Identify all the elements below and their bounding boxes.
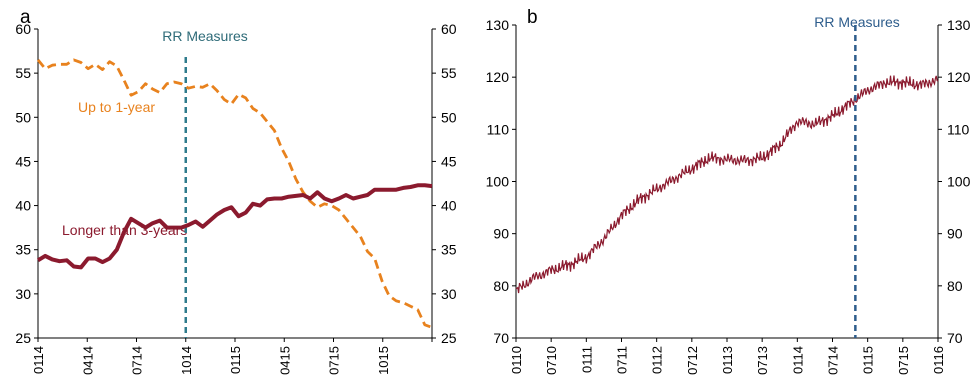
panel-a-y-tick-label: 40 (15, 198, 31, 214)
panel-b-right-y-tick-label: 70 (947, 330, 963, 346)
panel-a-x-tick-label: 0714 (130, 346, 145, 375)
panel-b-x-tick-label: 0116 (931, 346, 946, 374)
panel-b-y-tick-label: 100 (486, 174, 510, 190)
series-longer-than-3-years-line (36, 183, 433, 270)
panel-b-label: b (527, 7, 538, 28)
panel-a-rr-measures-annotation: RR Measures (162, 28, 248, 44)
panel-b-chart: b RR Measures 70 80 90 100 110 120 130 70 80 90 10… (486, 7, 971, 375)
panel-a-right-y-tick-label: 25 (441, 330, 457, 346)
panel-b-rr-measures-annotation: RR Measures (814, 14, 900, 30)
panel-b-x-tick-label: 0715 (896, 346, 911, 375)
panel-b-y-tick-label: 130 (486, 17, 510, 33)
panel-a-y-tick-label: 25 (15, 330, 31, 346)
panel-a-right-y-tick-label: 30 (441, 286, 457, 302)
panel-a-x-tick-label: 1014 (179, 346, 194, 375)
panel-b-y-tick-label: 110 (487, 121, 510, 137)
panel-b-y-tick-label: 70 (493, 330, 509, 346)
panel-a-x-tick-label: 1015 (376, 346, 391, 375)
panel-b-x-tick-label: 0115 (861, 346, 876, 374)
series-up-to-1-year-line (36, 58, 433, 329)
panel-a-right-y-tick-label: 55 (441, 65, 457, 81)
panel-a-y-tick-label: 30 (15, 286, 31, 302)
panel-a-x-tick-label: 0414 (80, 346, 95, 375)
panel-b-x-tick-label: 0111 (579, 346, 594, 373)
panel-b-right-y-tick-label: 130 (947, 17, 971, 33)
panel-a-x-tick-label: 0114 (31, 346, 46, 374)
panel-a-x-tick-label: 0115 (228, 346, 243, 374)
panel-a-right-y-tick-label: 50 (441, 109, 457, 125)
panel-a-up-to-1-year-label: Up to 1-year (78, 99, 155, 115)
panel-b-y-tick-label: 80 (493, 278, 509, 294)
panel-b-right-y-tick-label: 80 (947, 278, 963, 294)
panel-b-y-tick-label: 120 (486, 69, 510, 85)
panel-b-right-y-tick-label: 110 (947, 121, 970, 137)
panel-b-x-tick-label: 0714 (826, 346, 841, 375)
panel-a-chart: a RR Measures Up to 1-year Longer than 3… (15, 7, 456, 375)
panel-a-right-y-tick-label: 60 (441, 21, 457, 37)
panel-b-x-tick-label: 0710 (544, 346, 559, 375)
panel-a-label: a (20, 7, 31, 28)
panel-b-right-y-tick-label: 90 (947, 226, 963, 242)
panel-a-x-tick-label: 0415 (277, 346, 292, 375)
panel-b-x-tick-label: 0114 (790, 346, 805, 374)
panel-b-y-tick-label: 90 (493, 226, 509, 242)
panel-b-x-tick-label: 0713 (755, 346, 770, 375)
panel-b-right-y-tick-label: 100 (947, 174, 971, 190)
panel-a-right-y-tick-label: 40 (441, 198, 457, 214)
panel-b-x-tick-label: 0113 (720, 346, 735, 374)
panel-b-series-line (515, 75, 939, 294)
panel-a-y-tick-label: 50 (15, 109, 31, 125)
panel-a-y-tick-label: 60 (15, 21, 31, 37)
panel-b-x-tick-label: 0112 (650, 346, 665, 374)
panel-a-y-tick-label: 55 (15, 65, 31, 81)
panel-b-x-tick-label: 0110 (509, 346, 524, 374)
panel-b-right-y-tick-label: 120 (947, 69, 971, 85)
panel-a-right-y-tick-label: 45 (441, 153, 457, 169)
panel-a-right-y-tick-label: 35 (441, 242, 457, 258)
panel-a-x-tick-label: 0715 (327, 346, 342, 375)
panel-a-y-tick-label: 35 (15, 242, 31, 258)
panel-b-x-tick-label: 0712 (685, 346, 700, 375)
panel-a-y-tick-label: 45 (15, 153, 31, 169)
panel-b-x-tick-label: 0711 (615, 346, 630, 374)
